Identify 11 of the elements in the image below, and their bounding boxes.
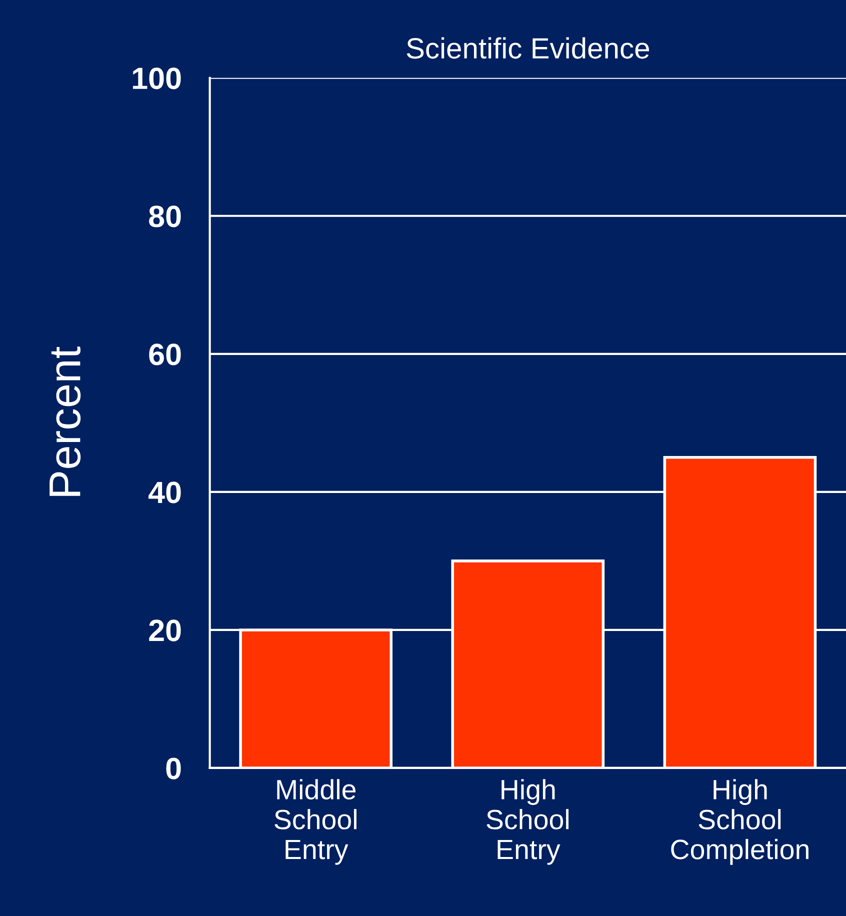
chart-title: Scientific Evidence: [406, 37, 650, 59]
y-tick-label: 100: [132, 68, 181, 90]
y-tick-label: 80: [149, 206, 181, 228]
x-tick-label: High School Completion: [671, 779, 808, 865]
y-tick-label: 40: [148, 482, 181, 504]
y-tick-label: 0: [166, 758, 181, 780]
y-axis-title: Percent: [50, 346, 81, 496]
x-tick-label: High School Entry: [486, 779, 569, 865]
y-tick-label: 20: [149, 620, 181, 642]
y-tick-label: 60: [149, 344, 181, 366]
x-tick-label: Middle School Entry: [274, 779, 356, 865]
